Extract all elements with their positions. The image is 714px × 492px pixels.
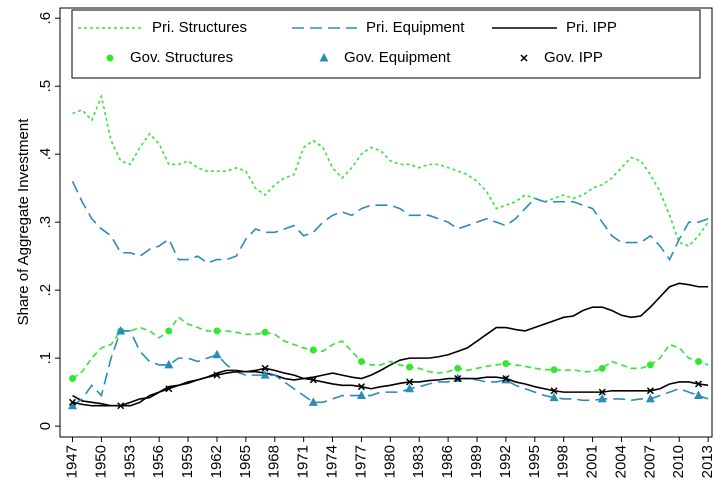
- legend-marker: [106, 54, 114, 62]
- marker: [694, 390, 704, 400]
- marker: [695, 358, 703, 366]
- x-tick-label: 1986: [439, 445, 456, 478]
- series-line: [72, 316, 709, 380]
- marker: [502, 375, 510, 383]
- marker: [116, 325, 126, 335]
- marker: [261, 328, 269, 336]
- legend-box: [71, 9, 701, 79]
- y-tick-label: 0: [37, 422, 54, 430]
- y-axis-title: Share of Aggregate Investment: [15, 118, 32, 326]
- marker: [309, 376, 317, 384]
- marker: [164, 359, 174, 369]
- marker: [549, 392, 559, 402]
- x-tick-label: 1989: [468, 445, 485, 478]
- marker: [356, 390, 366, 400]
- legend-label: Gov. Structures: [130, 49, 233, 66]
- legend: Pri. Structures Pri. Equipment Pri. IPP Gov…: [71, 9, 701, 79]
- x-tick-label: 1968: [266, 445, 283, 478]
- y-tick-label: .4: [37, 148, 54, 161]
- marker: [454, 364, 462, 372]
- marker: [598, 364, 606, 372]
- y-tick-label: .1: [37, 352, 54, 365]
- x-tick-label: 1956: [150, 445, 167, 478]
- x-tick-label: 1971: [295, 445, 312, 478]
- x-tick-label: 2001: [584, 445, 601, 478]
- marker: [68, 400, 78, 410]
- x-tick-label: 1998: [555, 445, 572, 478]
- marker: [406, 378, 414, 386]
- x-tick-label: 2004: [612, 445, 629, 478]
- marker: [550, 366, 558, 374]
- marker: [117, 402, 125, 410]
- x-tick-label: 1980: [381, 445, 398, 478]
- series-line: [72, 93, 709, 247]
- legend-label: Pri. Equipment: [366, 19, 465, 36]
- x-tick-label: 1950: [92, 445, 109, 478]
- x-tick-label: 1995: [526, 445, 543, 478]
- x-tick-label: 1953: [121, 445, 138, 478]
- marker: [646, 387, 654, 395]
- marker: [646, 361, 654, 369]
- y-tick-label: .3: [37, 216, 54, 229]
- marker: [454, 375, 462, 383]
- marker: [597, 393, 607, 403]
- marker: [165, 385, 173, 393]
- marker: [357, 358, 365, 366]
- marker: [406, 363, 414, 371]
- marker: [308, 397, 318, 406]
- legend-label: Gov. Equipment: [344, 49, 451, 66]
- x-tick-label: 1977: [352, 445, 369, 478]
- marker: [694, 380, 703, 388]
- marker: [213, 327, 221, 335]
- legend-label: Pri. Structures: [152, 19, 247, 36]
- legend-marker: [319, 53, 329, 62]
- marker: [309, 346, 317, 354]
- marker: [502, 360, 510, 368]
- x-tick-label: 1947: [63, 445, 80, 478]
- marker: [598, 388, 606, 396]
- x-tick-label: 1974: [324, 445, 341, 478]
- marker: [261, 364, 269, 372]
- marker: [68, 398, 77, 406]
- legend-label: Gov. IPP: [544, 49, 603, 66]
- legend-label: Pri. IPP: [566, 19, 617, 36]
- x-tick-label: 1965: [237, 445, 254, 478]
- marker: [405, 383, 415, 393]
- x-tick-label: 1992: [497, 445, 514, 478]
- marker: [260, 370, 270, 379]
- marker: [645, 393, 655, 403]
- x-tick-label: 2010: [670, 445, 687, 478]
- x-tick-label: 1983: [410, 445, 427, 478]
- marker: [69, 375, 77, 383]
- marker: [213, 371, 221, 379]
- marker: [357, 383, 365, 391]
- y-tick-label: .6: [37, 12, 54, 25]
- y-tick-label: .5: [37, 80, 54, 93]
- y-tick-label: .2: [37, 284, 54, 297]
- x-tick-label: 2013: [699, 445, 714, 478]
- marker: [550, 387, 558, 395]
- marker: [212, 349, 222, 359]
- marker: [165, 327, 173, 335]
- x-tick-label: 1959: [179, 445, 196, 478]
- series-line: [71, 181, 709, 264]
- legend-marker: [520, 54, 528, 62]
- x-tick-label: 2007: [641, 445, 658, 478]
- x-tick-label: 1962: [208, 445, 225, 478]
